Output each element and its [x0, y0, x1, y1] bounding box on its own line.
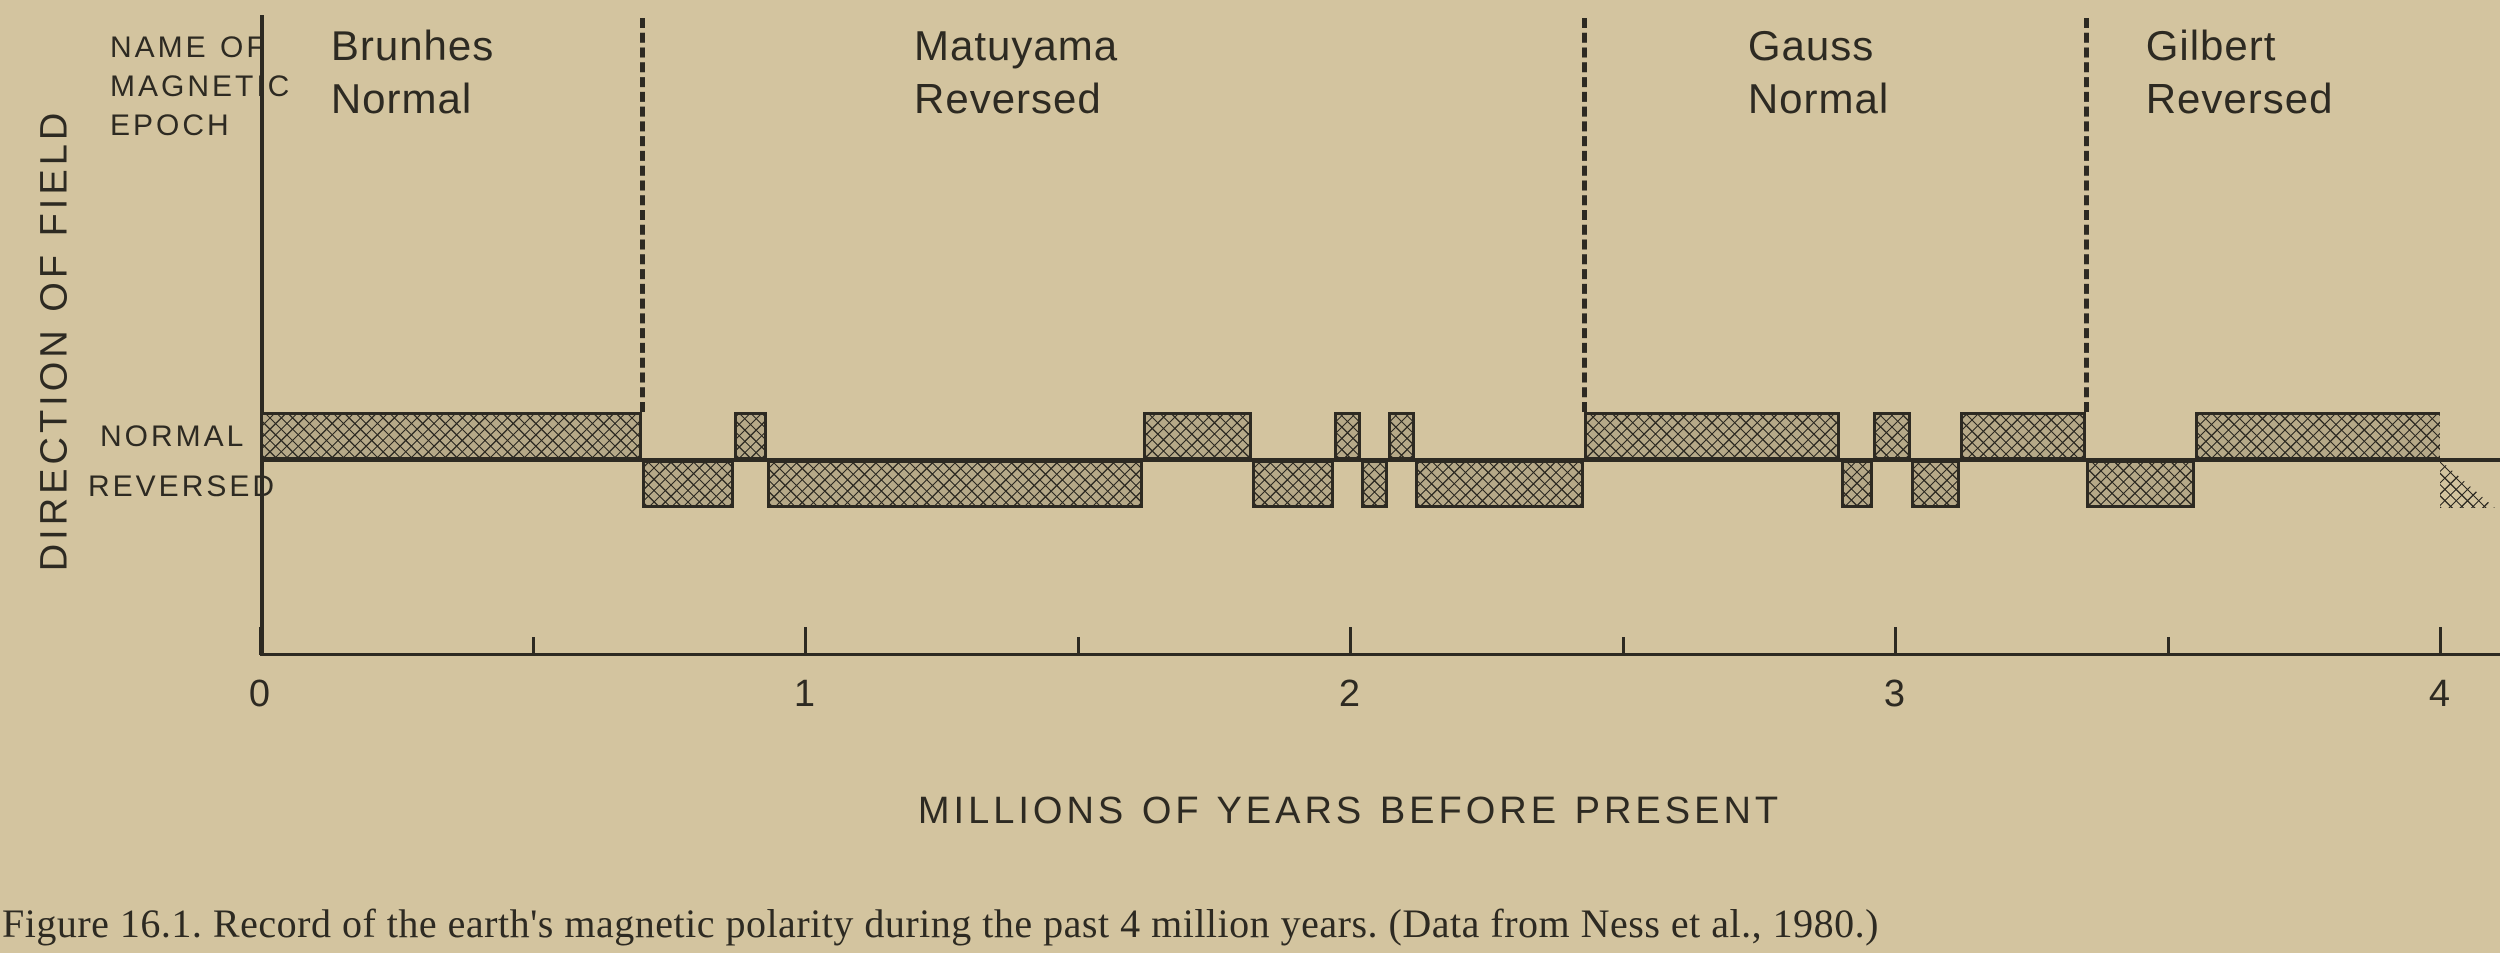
x-axis-line [260, 653, 2500, 656]
y-label-normal: NORMAL [100, 420, 246, 454]
polarity-bar [734, 412, 767, 460]
polarity-bar [1911, 460, 1960, 508]
polarity-bar [1841, 460, 1874, 508]
epoch-boundary [2084, 18, 2089, 412]
polarity-bar [2086, 460, 2195, 508]
x-tick-label: 0 [249, 673, 271, 716]
epoch-label: Gauss Normal [1748, 20, 1889, 125]
polarity-bar [2195, 412, 2440, 460]
x-tick-minor [1622, 637, 1625, 655]
epoch-label: Matuyama Reversed [914, 20, 1118, 125]
epoch-header-label: NAME OF MAGNETIC EPOCH [110, 28, 292, 145]
figure-caption: Figure 16.1. Record of the earth's magne… [2, 900, 1879, 947]
polarity-bar [1252, 460, 1334, 508]
x-tick-label: 4 [2429, 673, 2451, 716]
epoch-boundary [1582, 18, 1587, 412]
x-tick-major [1349, 627, 1352, 655]
epoch-label: Brunhes Normal [331, 20, 494, 125]
y-axis-line [260, 15, 264, 655]
polarity-bar [1960, 412, 2085, 460]
x-tick-label: 2 [1339, 673, 1361, 716]
x-tick-major [259, 627, 262, 655]
x-tick-label: 3 [1884, 673, 1906, 716]
y-label-reversed: REVERSED [88, 470, 277, 504]
magnetic-polarity-figure: DIRECTION OF FIELD NAME OF MAGNETIC EPOC… [0, 0, 2500, 953]
polarity-bar [1361, 460, 1388, 508]
polarity-bar [1584, 412, 1840, 460]
x-tick-minor [2167, 637, 2170, 655]
epoch-boundary [640, 18, 645, 412]
polarity-bar [1143, 412, 1252, 460]
polarity-bar [642, 460, 735, 508]
x-tick-label: 1 [794, 673, 816, 716]
polarity-bar [767, 460, 1143, 508]
polarity-bar [260, 412, 642, 460]
x-tick-major [2439, 627, 2442, 655]
x-tick-major [1894, 627, 1897, 655]
polarity-bar [1873, 412, 1911, 460]
x-tick-major [804, 627, 807, 655]
polarity-bar [1388, 412, 1415, 460]
polarity-bar [1415, 460, 1584, 508]
x-tick-minor [1077, 637, 1080, 655]
polarity-bar [1334, 412, 1361, 460]
x-tick-minor [532, 637, 535, 655]
y-axis-title: DIRECTION OF FIELD [34, 109, 77, 572]
x-axis-title: MILLIONS OF YEARS BEFORE PRESENT [918, 790, 1782, 833]
fade-continuation [2440, 460, 2495, 508]
epoch-label: Gilbert Reversed [2146, 20, 2334, 125]
